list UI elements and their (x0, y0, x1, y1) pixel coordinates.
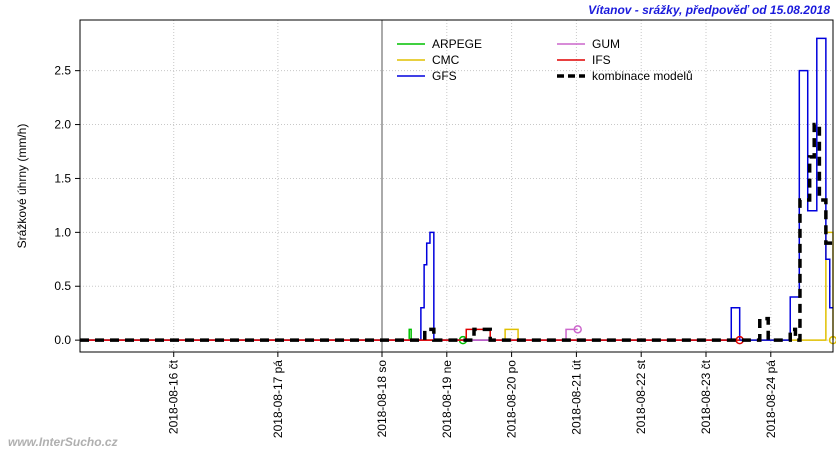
y-tick-label: 0.0 (54, 333, 71, 347)
legend-label: IFS (592, 53, 611, 67)
x-tick-label: 2018-08-19 ne (440, 360, 454, 438)
x-tick-label: 2018-08-20 po (505, 360, 519, 438)
y-tick-label: 2.5 (54, 64, 71, 78)
chart-title: Vítanov - srážky, předpověď od 15.08.201… (588, 3, 830, 17)
legend-label: ARPEGE (432, 37, 482, 51)
plot-frame (79, 19, 834, 353)
series-line (80, 122, 833, 342)
series-line (80, 37, 833, 341)
x-tick-label: 2018-08-24 pá (764, 360, 778, 438)
watermark: www.InterSucho.cz (8, 435, 118, 449)
x-tick-label: 2018-08-16 čt (167, 359, 181, 434)
legend-label: CMC (432, 53, 460, 67)
legend-label: GFS (432, 69, 457, 83)
y-tick-label: 0.5 (54, 279, 71, 293)
series-line (80, 231, 834, 341)
y-axis-label: Srážkové úhrny (mm/h) (15, 124, 29, 249)
x-tick-label: 2018-08-17 pá (271, 360, 285, 438)
x-tick-label: 2018-08-22 st (634, 359, 648, 434)
y-tick-label: 2.0 (54, 118, 71, 132)
legend-label: GUM (592, 37, 620, 51)
series-line (80, 328, 463, 341)
y-tick-label: 1.0 (54, 225, 71, 239)
legend-label: kombinace modelů (592, 69, 693, 83)
x-tick-label: 2018-08-21 út (569, 359, 583, 434)
y-tick-label: 1.5 (54, 171, 71, 185)
x-tick-label: 2018-08-18 so (375, 360, 389, 438)
x-tick-label: 2018-08-23 čt (699, 359, 713, 434)
end-marker (573, 325, 582, 334)
legend: ARPEGE CMC GFS GUM IFS kombinace modelů (397, 37, 693, 83)
